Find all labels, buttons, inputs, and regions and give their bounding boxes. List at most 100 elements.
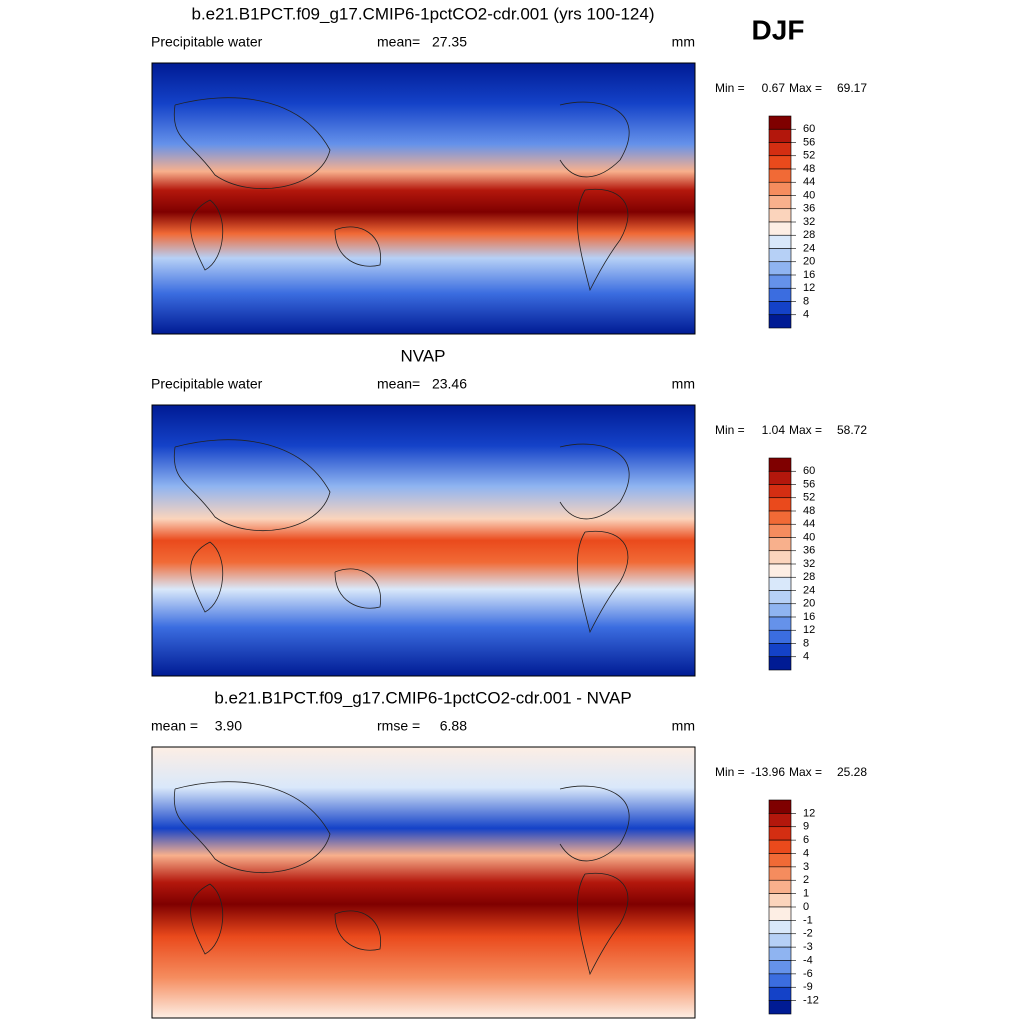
- left-label: Precipitable water: [151, 34, 263, 50]
- units: mm: [672, 718, 695, 734]
- colorbar-label: -4: [803, 954, 813, 966]
- colorbar-label: 12: [803, 807, 815, 819]
- colorbar-box: [768, 826, 792, 841]
- colorbar-box: [768, 643, 792, 658]
- center-value: 23.46: [432, 376, 467, 392]
- colorbar-box: [768, 853, 792, 868]
- colorbar-box: [768, 933, 792, 948]
- center-label: rmse =: [377, 718, 420, 734]
- colorbar-box: [768, 195, 792, 210]
- colorbar-label: 16: [803, 269, 815, 281]
- colorbar-box: [768, 128, 792, 143]
- colorbar-box: [768, 986, 792, 1001]
- colorbar-label: 1: [803, 888, 809, 900]
- colorbar-label: 16: [803, 611, 815, 623]
- colorbar-box: [768, 208, 792, 223]
- colorbar-box: [768, 155, 792, 170]
- colorbar-label: 60: [803, 123, 815, 135]
- colorbar-box: [768, 550, 792, 565]
- colorbar-label: 40: [803, 531, 815, 543]
- colorbar-box: [768, 537, 792, 552]
- colorbar-label: 28: [803, 229, 815, 241]
- colorbar-label: 44: [803, 518, 815, 530]
- colorbar-label: 52: [803, 492, 815, 504]
- min-label: Min =: [715, 81, 745, 95]
- colorbar-box: [768, 234, 792, 249]
- panel-title: NVAP: [400, 346, 445, 365]
- colorbar-box: [768, 484, 792, 499]
- colorbar-label: -1: [803, 914, 813, 926]
- colorbar-box: [768, 181, 792, 196]
- coastline: [173, 439, 630, 634]
- min-label: Min =: [715, 423, 745, 437]
- colorbar-box: [768, 563, 792, 578]
- colorbar-box: [768, 142, 792, 157]
- left-label: Precipitable water: [151, 376, 263, 392]
- colorbar-label: 4: [803, 847, 809, 859]
- max-value: 58.72: [837, 423, 867, 437]
- colorbar-box: [768, 839, 792, 854]
- max-value: 25.28: [837, 765, 867, 779]
- colorbar-label: 40: [803, 189, 815, 201]
- min-value: 1.04: [762, 423, 786, 437]
- colorbar-label: 36: [803, 203, 815, 215]
- left-value: 3.90: [215, 718, 242, 734]
- colorbar-label: 48: [803, 163, 815, 175]
- center-value: 27.35: [432, 34, 467, 50]
- colorbar-box: [768, 274, 792, 289]
- colorbar-box: [768, 523, 792, 538]
- colorbar-box: [768, 115, 792, 130]
- colorbar-box: [768, 261, 792, 276]
- colorbar-box: [768, 616, 792, 631]
- colorbar-box: [768, 813, 792, 828]
- colorbar-label: 32: [803, 216, 815, 228]
- colorbar-box: [768, 221, 792, 236]
- colorbar-box: [768, 590, 792, 605]
- units: mm: [672, 376, 695, 392]
- colorbar-label: -3: [803, 941, 813, 953]
- map-field: [151, 62, 696, 335]
- colorbar-label: 0: [803, 901, 809, 913]
- colorbar-label: 6: [803, 834, 809, 846]
- colorbar-label: 2: [803, 874, 809, 886]
- colorbar-label: 56: [803, 136, 815, 148]
- colorbar-box: [768, 920, 792, 935]
- colorbar-label: 20: [803, 598, 815, 610]
- max-label: Max =: [789, 423, 822, 437]
- colorbar-box: [768, 1000, 792, 1015]
- colorbar-label: 4: [803, 309, 809, 321]
- panel-title: b.e21.B1PCT.f09_g17.CMIP6-1pctCO2-cdr.00…: [214, 688, 631, 707]
- colorbar-label: 56: [803, 478, 815, 490]
- colorbar-box: [768, 960, 792, 975]
- colorbar-box: [768, 866, 792, 881]
- center-label: mean=: [377, 34, 420, 50]
- center-value: 6.88: [440, 718, 467, 734]
- colorbar-box: [768, 287, 792, 302]
- season-label: DJF: [752, 14, 805, 45]
- colorbar-box: [768, 301, 792, 316]
- colorbar-label: -9: [803, 981, 813, 993]
- colorbar-label: 36: [803, 545, 815, 557]
- colorbar-label: 52: [803, 150, 815, 162]
- colorbar-label: 32: [803, 558, 815, 570]
- colorbar-label: 60: [803, 465, 815, 477]
- colorbar-box: [768, 946, 792, 961]
- colorbar-label: 28: [803, 571, 815, 583]
- colorbar-label: 12: [803, 282, 815, 294]
- units: mm: [672, 34, 695, 50]
- min-label: Min =: [715, 765, 745, 779]
- max-value: 69.17: [837, 81, 867, 95]
- colorbar-box: [768, 629, 792, 644]
- colorbar-box: [768, 248, 792, 263]
- colorbar-label: -2: [803, 928, 813, 940]
- colorbar-box: [768, 457, 792, 472]
- colorbar-label: 44: [803, 176, 815, 188]
- colorbar-box: [768, 893, 792, 908]
- colorbar-box: [768, 497, 792, 512]
- colorbar-label: -12: [803, 995, 819, 1007]
- min-value: -13.96: [751, 765, 785, 779]
- colorbar-label: 8: [803, 295, 809, 307]
- colorbar-box: [768, 168, 792, 183]
- colorbar-label: 24: [803, 584, 815, 596]
